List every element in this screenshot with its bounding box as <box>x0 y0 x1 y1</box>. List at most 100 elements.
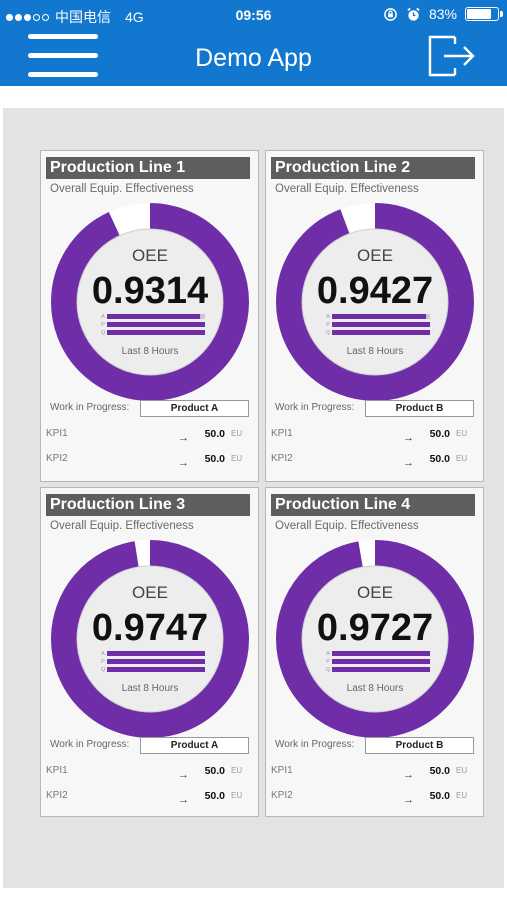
production-line-card[interactable]: Production Line 2 Overall Equip. Effectiv… <box>265 150 484 482</box>
wip-label: Work in Progress: <box>50 402 130 413</box>
bar-letter: Q <box>101 330 106 336</box>
kpi-unit: EU <box>456 791 468 800</box>
production-line-card[interactable]: Production Line 1 Overall Equip. Effectiv… <box>40 150 259 482</box>
trend-arrow-icon: → <box>403 794 414 806</box>
bar-letter: Q <box>101 667 106 673</box>
kpi-label: KPI1 <box>46 428 68 439</box>
kpi-value: 50.0 <box>204 453 225 465</box>
bar-letter: P <box>101 659 105 665</box>
oee-value: 0.9427 <box>317 270 433 312</box>
card-title: Production Line 4 <box>271 494 475 516</box>
gauge-arc <box>276 203 474 401</box>
bar-letter: P <box>326 322 330 328</box>
wip-value-field[interactable]: Product A <box>140 737 249 754</box>
metric-label: OEE <box>132 583 168 602</box>
signal-dot <box>42 13 49 21</box>
kpi-label: KPI1 <box>271 428 293 439</box>
kpi-value: 50.0 <box>429 453 450 465</box>
battery-percent: 83% <box>428 6 457 22</box>
status-bar-left: 中国电信 4G <box>6 7 144 27</box>
network-type: 4G <box>125 9 144 25</box>
oee-gauge: OEE 0.9314 APQ Last 8 Hours <box>51 203 249 401</box>
bar-fill <box>332 314 427 319</box>
kpi-unit: EU <box>456 429 468 438</box>
kpi-value: 50.0 <box>429 765 450 777</box>
bar-letter: Q <box>326 667 331 673</box>
bar-letter: A <box>101 314 105 320</box>
kpi-value: 50.0 <box>204 428 225 440</box>
bar-fill <box>332 322 430 327</box>
gauge-center <box>76 228 224 376</box>
wip-value-field[interactable]: Product B <box>365 737 474 754</box>
hamburger-menu-button[interactable] <box>28 34 98 78</box>
bar-letter: A <box>326 314 330 320</box>
kpi-label: KPI2 <box>271 453 293 464</box>
trend-arrow-icon: → <box>403 432 414 444</box>
trend-arrow-icon: → <box>178 457 189 469</box>
bar-fill <box>332 651 430 656</box>
trend-arrow-icon: → <box>178 769 189 781</box>
bar-letter: P <box>326 659 330 665</box>
bar-letter: A <box>101 651 105 657</box>
kpi-label: KPI2 <box>271 790 293 801</box>
bar-fill <box>332 659 430 664</box>
gauge-arc <box>51 540 249 738</box>
trend-arrow-icon: → <box>403 769 414 781</box>
kpi-value: 50.0 <box>429 790 450 802</box>
bar-letter: Q <box>326 330 331 336</box>
card-title: Production Line 3 <box>46 494 250 516</box>
production-line-card[interactable]: Production Line 4 Overall Equip. Effectiv… <box>265 487 484 817</box>
logout-icon <box>428 35 475 77</box>
rotation-lock-icon <box>384 7 397 21</box>
alarm-clock-icon <box>407 7 420 21</box>
card-subtitle: Overall Equip. Effectiveness <box>50 520 194 532</box>
kpi-label: KPI2 <box>46 790 68 801</box>
kpi-unit: EU <box>456 766 468 775</box>
production-line-card[interactable]: Production Line 3 Overall Equip. Effectiv… <box>40 487 259 817</box>
metric-label: OEE <box>357 583 393 602</box>
gauge-arc <box>51 203 249 401</box>
wip-label: Work in Progress: <box>275 739 355 750</box>
signal-strength-icon <box>6 13 49 21</box>
wip-value-field[interactable]: Product B <box>365 400 474 417</box>
gauge-center <box>301 228 449 376</box>
period-label: Last 8 Hours <box>347 346 404 357</box>
metric-label: OEE <box>132 246 168 265</box>
kpi-label: KPI2 <box>46 453 68 464</box>
dashboard-panel: Production Line 1 Overall Equip. Effectiv… <box>3 108 504 888</box>
oee-gauge: OEE 0.9747 APQ Last 8 Hours <box>51 540 249 738</box>
period-label: Last 8 Hours <box>347 683 404 694</box>
wip-label: Work in Progress: <box>50 739 130 750</box>
period-label: Last 8 Hours <box>122 346 179 357</box>
status-bar: 中国电信 4G 09:56 83% <box>0 0 507 30</box>
bar-fill <box>107 667 205 672</box>
logout-button[interactable] <box>426 31 478 81</box>
signal-dot <box>33 13 40 21</box>
kpi-unit: EU <box>231 429 243 438</box>
card-title: Production Line 2 <box>271 157 475 179</box>
wip-label: Work in Progress: <box>275 402 355 413</box>
gauge-center <box>301 565 449 713</box>
battery-icon <box>465 7 503 21</box>
oee-gauge: OEE 0.9427 APQ Last 8 Hours <box>276 203 474 401</box>
carrier-name: 中国电信 <box>55 9 111 25</box>
bar-fill <box>332 330 430 335</box>
oee-value: 0.9314 <box>92 270 208 312</box>
card-title: Production Line 1 <box>46 157 250 179</box>
signal-dot <box>6 13 13 21</box>
kpi-label: KPI1 <box>46 765 68 776</box>
bar-fill <box>107 330 205 335</box>
signal-dot <box>15 13 22 21</box>
card-subtitle: Overall Equip. Effectiveness <box>275 520 419 532</box>
card-subtitle: Overall Equip. Effectiveness <box>50 183 194 195</box>
bar-fill <box>107 322 205 327</box>
trend-arrow-icon: → <box>178 794 189 806</box>
bar-fill <box>107 314 201 319</box>
gauge-arc <box>276 540 474 738</box>
wip-value-field[interactable]: Product A <box>140 400 249 417</box>
app-title: Demo App <box>195 44 312 72</box>
metric-label: OEE <box>357 246 393 265</box>
kpi-unit: EU <box>231 791 243 800</box>
signal-dot <box>24 13 31 21</box>
bar-fill <box>332 667 430 672</box>
